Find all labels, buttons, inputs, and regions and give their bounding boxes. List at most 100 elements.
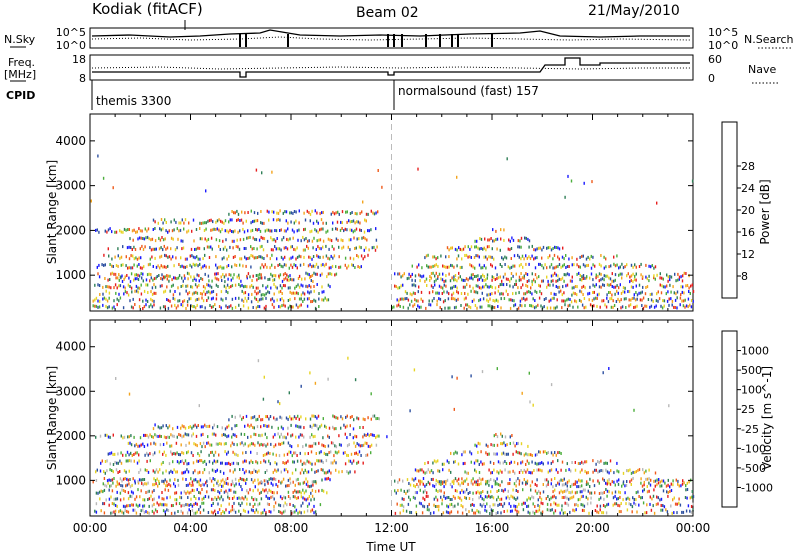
scatter-cell <box>628 502 630 506</box>
scatter-cell <box>416 491 418 495</box>
range-gate-row <box>107 201 658 252</box>
scatter-cell <box>676 502 678 506</box>
scatter-cell <box>162 275 165 279</box>
scatter-cell <box>309 371 311 375</box>
scatter-cell <box>503 502 506 506</box>
scatter-cell <box>279 435 281 439</box>
scatter-cell <box>648 477 650 481</box>
scatter-cell <box>645 286 647 289</box>
scatter-cell <box>232 276 234 280</box>
scatter-cell <box>474 239 476 243</box>
scatter-cell <box>284 272 286 275</box>
scatter-cell <box>424 498 426 502</box>
scatter-cell <box>550 248 553 252</box>
scatter-cell <box>222 298 224 302</box>
scatter-cell <box>544 478 546 482</box>
scatter-cell <box>113 272 115 276</box>
scatter-cell <box>119 498 122 502</box>
scatter-cell <box>152 483 154 487</box>
scatter-cell <box>97 305 99 309</box>
scatter-cell <box>640 496 642 500</box>
scatter-cell <box>258 228 260 231</box>
scatter-cell <box>530 286 532 290</box>
scatter-cell <box>477 483 479 487</box>
scatter-cell <box>145 491 147 494</box>
scatter-cell <box>467 255 469 259</box>
scatter-cell <box>667 478 669 482</box>
scatter-cell <box>348 219 350 223</box>
scatter-cell <box>185 307 187 310</box>
scatter-cell <box>211 290 213 294</box>
scatter-cell <box>517 451 519 455</box>
scatter-cell <box>342 245 345 249</box>
scatter-cell <box>611 272 613 276</box>
scatter-cell <box>191 426 193 430</box>
scatter-cell <box>472 498 474 501</box>
scatter-cell <box>231 218 233 222</box>
scatter-cell <box>100 509 102 513</box>
scatter-cell <box>635 265 637 269</box>
scatter-cell <box>437 490 439 493</box>
scatter-cell <box>95 435 97 439</box>
scatter-cell <box>169 444 171 448</box>
range-gate-row <box>99 289 695 297</box>
scatter-cell <box>142 508 144 512</box>
scatter-cell <box>335 468 337 472</box>
scatter-cell <box>491 275 493 279</box>
scatter-cell <box>299 263 302 267</box>
scatter-cell <box>372 211 374 215</box>
scatter-cell <box>688 286 690 290</box>
scatter-cell <box>667 290 669 294</box>
scatter-cell <box>287 417 289 421</box>
scatter-cell <box>142 247 145 251</box>
scatter-cell <box>662 277 664 281</box>
scatter-cell <box>277 218 279 221</box>
scatter-cell <box>229 228 231 232</box>
scatter-cell <box>557 451 559 455</box>
scatter-cell <box>613 285 615 289</box>
scatter-cell <box>537 303 539 307</box>
range-gate-row <box>97 180 690 279</box>
scatter-cell <box>483 278 485 282</box>
scatter-cell <box>192 218 195 222</box>
scatter-cell <box>194 298 197 302</box>
scatter-cell <box>321 285 323 289</box>
scatter-cell <box>347 264 350 268</box>
scatter-cell <box>520 263 522 266</box>
scatter-cell <box>252 306 254 309</box>
scatter-cell <box>143 237 146 241</box>
scatter-cell <box>444 496 447 500</box>
scatter-cell <box>596 304 598 308</box>
scatter-cell <box>256 256 259 259</box>
scatter-cell <box>203 264 206 268</box>
x-tick-label: 00:00 <box>676 521 711 535</box>
scatter-cell <box>283 246 285 250</box>
scatter-cell <box>295 264 297 268</box>
scatter-cell <box>449 306 451 310</box>
scatter-cell <box>324 424 326 428</box>
scatter-cell <box>561 504 563 508</box>
scatter-cell <box>117 276 119 280</box>
scatter-cell <box>470 460 472 464</box>
scatter-cell <box>477 459 479 463</box>
scatter-cell <box>163 435 166 439</box>
scatter-cell <box>493 462 495 465</box>
scatter-cell <box>328 469 330 473</box>
scatter-cell <box>361 444 363 448</box>
scatter-cell <box>260 221 262 225</box>
scatter-cell <box>505 289 507 293</box>
scatter-cell <box>276 237 278 240</box>
scatter-cell <box>603 491 605 494</box>
scatter-cell <box>278 274 280 278</box>
scatter-cell <box>189 263 191 267</box>
scatter-cell <box>592 278 594 282</box>
scatter-cell <box>333 247 335 251</box>
scatter-cell <box>395 491 397 495</box>
scatter-cell <box>216 468 218 472</box>
scatter-cell <box>122 230 124 234</box>
scatter-cell <box>435 460 437 464</box>
scatter-cell <box>297 511 299 515</box>
scatter-cell <box>226 229 228 233</box>
scatter-cell <box>182 246 185 250</box>
scatter-cell <box>161 503 163 507</box>
